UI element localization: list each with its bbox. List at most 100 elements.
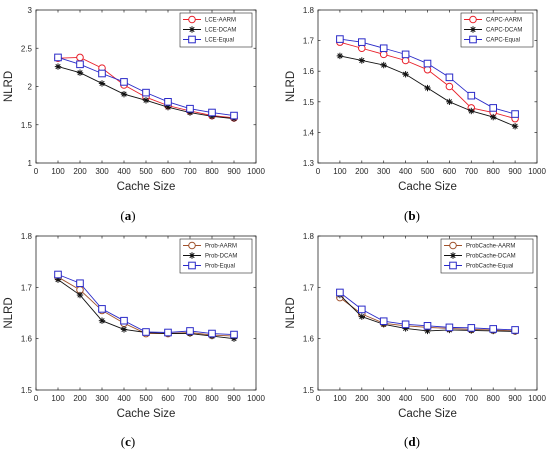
x-tick-label: 300: [377, 167, 391, 176]
y-tick-label: 1.7: [21, 283, 33, 292]
data-point: [423, 59, 432, 68]
y-tick-label: 1.5: [21, 121, 33, 130]
data-point: [511, 110, 519, 118]
y-axis-label: NLRD: [3, 297, 15, 328]
x-tick-label: 500: [139, 394, 153, 403]
legend-entry: ProbCache-AARM: [466, 244, 515, 250]
data-point: [358, 305, 366, 314]
data-point: [358, 313, 365, 320]
x-tick-label: 300: [95, 167, 109, 176]
y-axis-label: NLRD: [3, 71, 15, 102]
data-point: [336, 35, 344, 43]
data-point: [401, 50, 410, 59]
y-tick-label: 1.5: [21, 386, 33, 395]
data-point: [54, 270, 62, 279]
legend-marker: [188, 241, 196, 250]
data-point: [423, 65, 432, 74]
data-point: [164, 328, 172, 337]
legend-entry: ProbCache-Equal: [466, 264, 513, 270]
x-axis-label: Cache Size: [117, 181, 176, 193]
data-point: [446, 98, 453, 106]
data-point: [358, 38, 366, 46]
x-tick-label: 1000: [528, 394, 546, 403]
data-point: [142, 328, 150, 336]
legend-marker: [469, 15, 477, 24]
series-ProbCache-Equal: [336, 288, 519, 334]
x-tick-label: 200: [73, 167, 87, 176]
chart-c: 0 100 200 300 400 500 600 700 800 900 1000 1.5 1.6 1.…: [3, 232, 265, 449]
y-axis-label: NLRD: [285, 297, 297, 328]
x-tick-label: 300: [377, 394, 391, 403]
data-point: [511, 326, 519, 334]
x-tick-label: 1000: [528, 167, 546, 176]
legend-entry: LCE-DCAM: [205, 28, 236, 34]
data-point: [467, 324, 476, 332]
x-tick-label: 500: [421, 167, 435, 176]
x-tick-label: 800: [487, 394, 501, 403]
data-point: [120, 78, 128, 86]
x-tick-label: 200: [73, 394, 87, 403]
x-tick-label: 1000: [247, 167, 265, 176]
y-axis-label: NLRD: [285, 71, 297, 102]
series-CAPC-Equal: [336, 35, 519, 118]
x-tick-label: 0: [34, 167, 39, 176]
legend-marker: [449, 261, 457, 270]
y-tick-label: 1.4: [303, 128, 315, 137]
data-point: [401, 320, 410, 329]
data-point: [98, 69, 106, 78]
data-point: [54, 63, 62, 70]
x-tick-label: 400: [399, 167, 413, 176]
y-tick-label: 1.6: [303, 67, 315, 76]
series-LCE-Equal: [54, 53, 238, 120]
data-point: [120, 90, 128, 98]
data-point: [467, 91, 476, 100]
data-point: [336, 52, 344, 60]
x-tick-label: 0: [316, 394, 321, 403]
legend-entry: Prob-DCAM: [205, 254, 237, 260]
x-tick-label: 300: [95, 394, 109, 403]
legend-entry: LCE-AARM: [205, 18, 236, 24]
x-tick-label: 900: [227, 394, 241, 403]
data-point: [358, 44, 366, 53]
data-point: [445, 323, 454, 332]
data-point: [98, 317, 106, 324]
panel-caption: (d): [404, 434, 420, 449]
data-point: [445, 82, 454, 91]
legend-marker: [188, 261, 196, 270]
series-Prob-Equal: [54, 270, 238, 339]
x-tick-label: 100: [333, 167, 347, 176]
legend-marker: [188, 252, 196, 259]
data-point: [98, 305, 106, 313]
data-point: [490, 113, 497, 121]
x-tick-label: 200: [355, 394, 369, 403]
data-point: [98, 80, 106, 87]
x-tick-label: 800: [205, 167, 219, 176]
x-axis-label: Cache Size: [398, 181, 457, 193]
y-tick-label: 3: [28, 6, 33, 15]
data-point: [379, 44, 388, 53]
x-axis-label: Cache Size: [117, 408, 176, 420]
data-point: [208, 108, 216, 117]
data-point: [379, 317, 388, 326]
x-tick-label: 600: [443, 394, 457, 403]
x-tick-label: 400: [117, 394, 131, 403]
x-tick-label: 800: [205, 394, 219, 403]
x-tick-label: 400: [399, 394, 413, 403]
legend-entry: CAPC-DCAM: [486, 28, 522, 34]
x-tick-label: 600: [161, 394, 175, 403]
x-tick-label: 400: [117, 167, 131, 176]
y-tick-label: 1.7: [303, 283, 315, 292]
data-point: [336, 288, 344, 297]
x-tick-label: 600: [443, 167, 457, 176]
data-point: [76, 53, 84, 62]
legend-entry: CAPC-AARM: [486, 18, 522, 24]
data-point: [511, 123, 519, 130]
data-point: [380, 61, 387, 69]
legend-marker: [469, 35, 477, 44]
data-point: [186, 104, 194, 113]
data-point: [120, 326, 128, 333]
x-tick-label: 800: [487, 167, 501, 176]
panel-caption: (b): [404, 208, 420, 223]
x-tick-label: 500: [421, 394, 435, 403]
